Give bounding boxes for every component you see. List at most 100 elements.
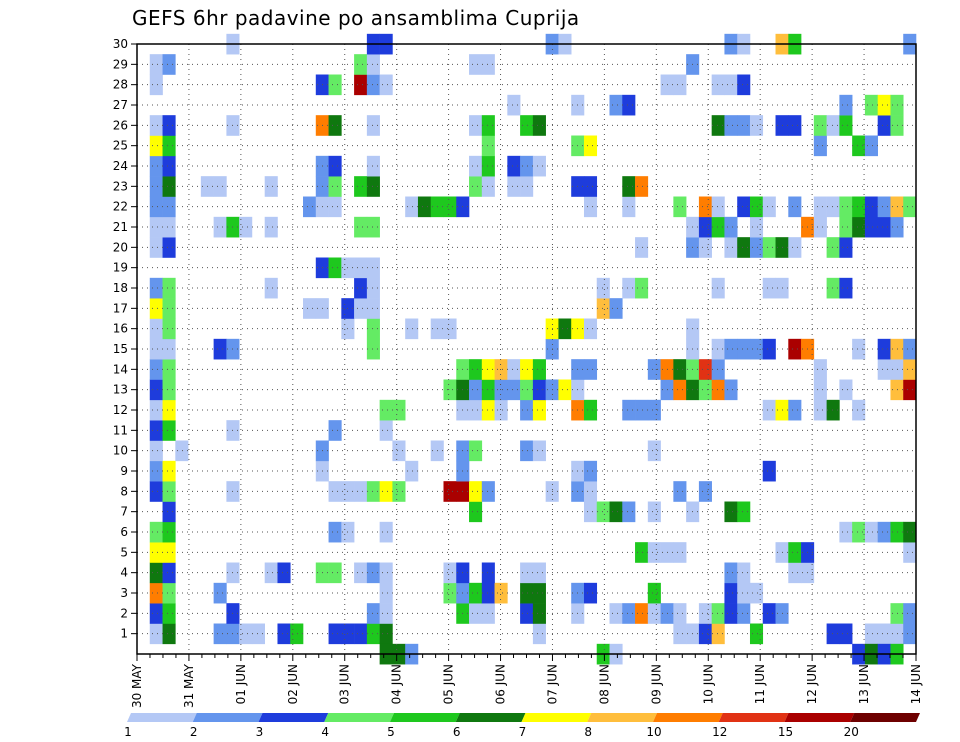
heatmap-cell [366,176,380,197]
heatmap-cell [328,196,342,218]
heatmap-cell [788,399,802,421]
heatmap-cell [520,562,534,584]
heatmap-cell [737,196,751,218]
heatmap-cell [877,94,891,116]
heatmap-cell [826,399,840,421]
heatmap-cell [481,176,495,197]
heatmap-cell [162,277,176,299]
heatmap-cell [903,359,917,380]
heatmap-cell [443,481,457,502]
heatmap-cell [890,115,904,136]
heatmap-cell [379,74,393,96]
heatmap-cell [149,481,163,502]
heatmap-cell [264,216,278,238]
y-tick-label: 12 [113,403,128,417]
heatmap-cell [149,155,163,177]
heatmap-cell [392,440,406,462]
heatmap-cell [379,623,393,645]
heatmap-cell [749,623,764,645]
heatmap-cell [583,460,598,482]
heatmap-cell [303,298,317,319]
heatmap-cell [839,196,853,218]
heatmap-cell [711,338,725,360]
heatmap-cell [813,115,827,136]
heatmap-cell [711,74,725,96]
heatmap-cell [149,74,163,96]
heatmap-cell [328,481,342,502]
heatmap-cell [162,54,176,75]
heatmap-cell [583,582,598,604]
colorbar-segment [653,713,723,722]
heatmap-cell [149,298,163,319]
heatmap-cell [149,318,163,340]
heatmap-cell [852,135,866,157]
heatmap-cell [366,54,380,75]
heatmap-cell [162,155,176,177]
heatmap-cell [328,176,342,197]
heatmap-cell [737,74,751,96]
heatmap-cell [162,359,176,380]
heatmap-cell [405,196,419,218]
y-tick-label: 21 [113,220,128,234]
y-tick-label: 4 [120,566,128,580]
y-tick-label: 22 [113,200,128,214]
y-tick-label: 6 [120,525,128,539]
heatmap-cell [239,623,253,645]
heatmap-cell [890,359,904,380]
heatmap-cell [788,338,802,360]
heatmap-cell [890,338,904,360]
heatmap-cell [673,359,687,380]
heatmap-cell [673,74,687,96]
heatmap-cell [481,379,495,401]
heatmap-cell [673,379,687,401]
heatmap-cell [366,74,380,96]
heatmap-cell [213,176,227,197]
heatmap-cell [149,196,163,218]
colorbar-segment [521,713,592,722]
heatmap-cell [520,440,534,462]
heatmap-cell [481,155,495,177]
heatmap-cell [507,155,521,177]
y-tick-label: 10 [113,444,128,458]
colorbar-segment [324,713,394,722]
heatmap-cell [213,338,227,360]
grid-layer [137,43,916,654]
heatmap-cell [877,196,891,218]
heatmap-cell [877,338,891,360]
heatmap-cell [826,115,840,136]
y-tick-label: 2 [120,606,128,620]
heatmap-cell [903,542,917,563]
heatmap-cell [877,216,891,238]
heatmap-cell [149,379,163,401]
heatmap-cell [826,237,840,258]
heatmap-cell [583,399,598,421]
heatmap-cell [877,115,891,136]
heatmap-cell [749,338,764,360]
heatmap-cell [481,399,495,421]
heatmap-cell [417,196,432,218]
colorbar-label: 15 [778,725,793,739]
heatmap-cell [149,277,163,299]
heatmap-cell [366,298,380,319]
heatmap-cell [647,582,661,604]
heatmap-cell [698,623,712,645]
heatmap-cell [443,582,457,604]
heatmap-cell [366,216,380,238]
heatmap-cell [149,216,163,238]
colorbar-label: 10 [646,725,661,739]
heatmap-cell [813,379,827,401]
x-tick-label: 31 MAY [182,663,196,708]
heatmap-cell [149,460,163,482]
colorbar-label: 4 [321,725,329,739]
x-tick-label: 12 JUN [805,664,819,704]
heatmap-cell [494,379,508,401]
heatmap-cell [737,338,751,360]
heatmap-cell [864,521,878,543]
heatmap-cell [481,481,495,502]
heatmap-cell [737,603,751,624]
heatmap-cell [711,603,725,624]
heatmap-cell [392,399,406,421]
heatmap-cell [520,176,534,197]
heatmap-cell [277,623,291,645]
